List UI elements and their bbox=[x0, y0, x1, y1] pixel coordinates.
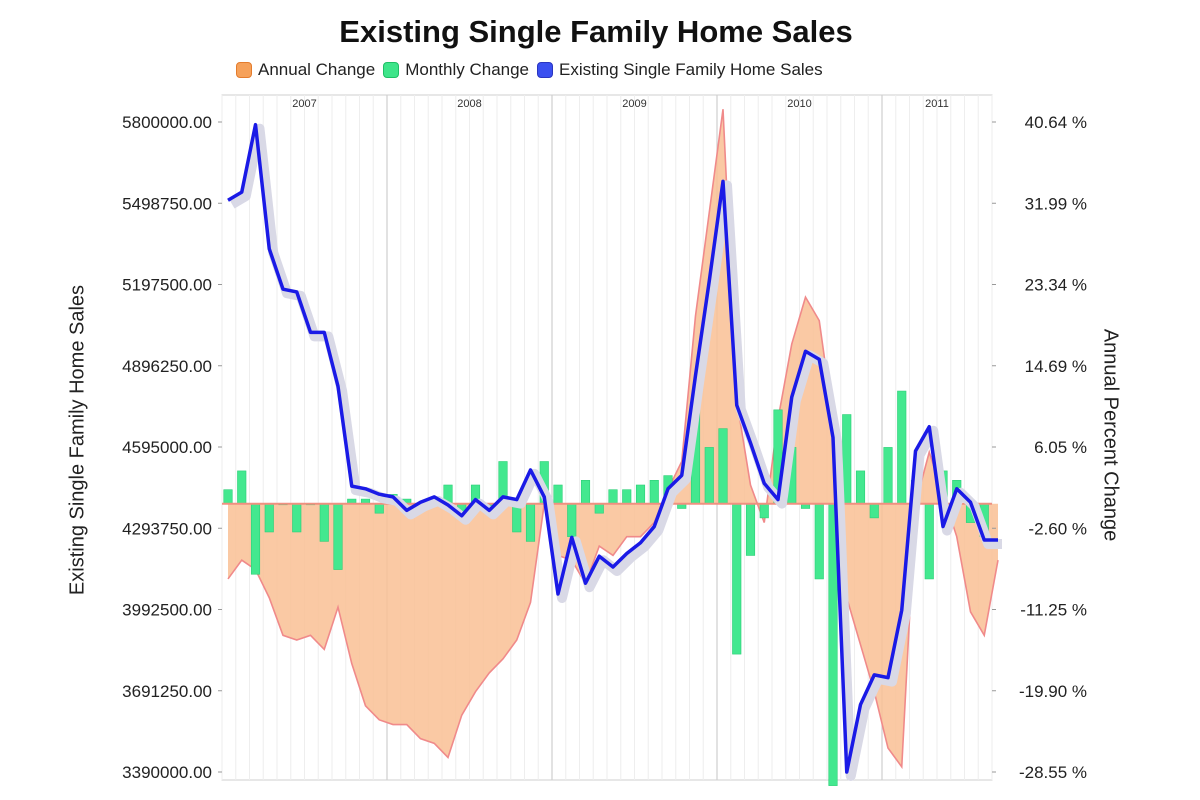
chart-title: Existing Single Family Home Sales bbox=[339, 14, 853, 49]
y-axis-left-title: Existing Single Family Home Sales bbox=[66, 284, 89, 596]
monthly-change-bar bbox=[704, 447, 714, 505]
annual-change-area bbox=[228, 109, 998, 767]
y-left-tick-label: 4595000.00 bbox=[122, 438, 212, 457]
sales-line bbox=[227, 122, 998, 774]
legend-label-home-sales: Existing Single Family Home Sales bbox=[559, 60, 823, 79]
legend-swatch-annual-change bbox=[236, 62, 252, 78]
monthly-change-bar bbox=[732, 503, 742, 655]
legend: Annual Change Monthly Change Existing Si… bbox=[236, 58, 966, 82]
y-left-tick-label: 4293750.00 bbox=[122, 519, 212, 538]
monthly-change-bar bbox=[223, 489, 233, 505]
x-axis-year-label: 2008 bbox=[457, 98, 481, 110]
monthly-change-bar bbox=[594, 503, 604, 514]
y-axis-right-title: Annual Percent Change bbox=[1099, 328, 1122, 542]
legend-item-monthly-change[interactable]: Monthly Change bbox=[383, 60, 529, 80]
monthly-change-bar bbox=[622, 489, 632, 505]
monthly-change-bar bbox=[814, 503, 824, 580]
y-right-tick-label: 40.64 % bbox=[1025, 113, 1087, 132]
y-left-tick-label: 3390000.00 bbox=[122, 763, 212, 782]
legend-swatch-monthly-change bbox=[383, 62, 400, 78]
monthly-change-bar bbox=[374, 503, 384, 514]
monthly-change-bar bbox=[759, 503, 769, 519]
monthly-change-bar bbox=[608, 489, 618, 505]
y-right-tick-label: 6.05 % bbox=[1034, 438, 1087, 457]
y-right-tick-label: -11.25 % bbox=[1020, 601, 1087, 620]
y-right-tick-label: -19.90 % bbox=[1019, 682, 1087, 701]
monthly-change-bar bbox=[292, 503, 302, 533]
monthly-change-bar bbox=[855, 470, 866, 505]
legend-item-annual-change[interactable]: Annual Change bbox=[236, 60, 375, 80]
y-right-tick-label: -28.55 % bbox=[1019, 763, 1087, 782]
monthly-change-bar bbox=[333, 503, 343, 570]
x-axis-year-label: 2010 bbox=[787, 98, 811, 110]
y-left-tick-label: 5498750.00 bbox=[122, 194, 212, 213]
y-right-tick-label: 14.69 % bbox=[1025, 357, 1087, 376]
monthly-change-bar bbox=[883, 447, 893, 505]
monthly-change-bar bbox=[718, 428, 728, 505]
monthly-change-bar bbox=[567, 503, 577, 537]
legend-item-home-sales[interactable]: Existing Single Family Home Sales bbox=[537, 60, 823, 80]
monthly-change-bar bbox=[580, 480, 591, 505]
monthly-change-bar bbox=[553, 484, 563, 505]
y-left-tick-label: 4896250.00 bbox=[122, 357, 212, 376]
monthly-change-bar bbox=[250, 503, 261, 575]
y-left-tick-label: 3992500.00 bbox=[122, 601, 212, 620]
monthly-change-bar bbox=[525, 503, 536, 542]
sales-line-shadow bbox=[229, 123, 1002, 781]
x-axis-year-label: 2011 bbox=[925, 98, 949, 110]
monthly-change-bar bbox=[869, 503, 879, 519]
monthly-change-bar bbox=[897, 390, 907, 505]
x-axis-year-label: 2007 bbox=[292, 98, 316, 110]
monthly-change-bar bbox=[237, 470, 247, 505]
legend-swatch-home-sales bbox=[537, 62, 554, 78]
y-right-tick-label: 23.34 % bbox=[1025, 276, 1087, 295]
y-right-tick-label: -2.60 % bbox=[1028, 519, 1087, 538]
monthly-change-bar bbox=[635, 484, 646, 505]
legend-label-monthly-change: Monthly Change bbox=[405, 60, 530, 79]
y-left-tick-label: 3691250.00 bbox=[122, 682, 212, 701]
monthly-change-bar bbox=[264, 503, 274, 533]
annual-change-outline bbox=[227, 109, 999, 770]
y-right-tick-label: 31.99 % bbox=[1025, 194, 1087, 213]
x-axis-year-label: 2009 bbox=[622, 98, 646, 110]
y-left-tick-label: 5800000.00 bbox=[122, 113, 212, 132]
legend-label-annual-change: Annual Change bbox=[258, 60, 376, 79]
monthly-change-bar bbox=[745, 503, 756, 556]
y-left-tick-label: 5197500.00 bbox=[122, 276, 212, 295]
monthly-change-bar bbox=[319, 503, 329, 542]
monthly-change-bar bbox=[649, 480, 659, 505]
monthly-change-bar bbox=[924, 503, 934, 580]
